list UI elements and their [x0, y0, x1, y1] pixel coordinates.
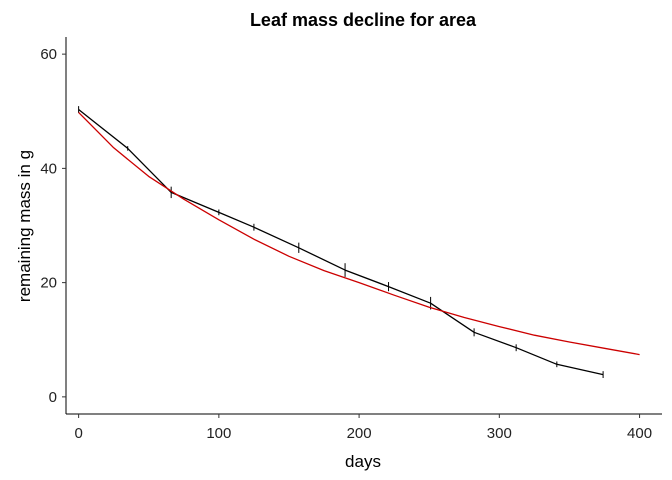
series-line-fitted: [78, 111, 640, 356]
y-tick-label: 40: [40, 160, 57, 177]
y-tick-label: 60: [40, 46, 57, 63]
x-tick-label: 300: [487, 425, 512, 442]
x-tick-label: 100: [206, 425, 231, 442]
y-tick-label: 0: [49, 389, 57, 406]
x-tick-label: 0: [74, 425, 82, 442]
x-tick-label: 400: [627, 425, 652, 442]
chart-title: Leaf mass decline for area: [250, 10, 477, 30]
series-line-observed: [78, 108, 604, 376]
y-axis-label: remaining mass in g: [15, 150, 34, 302]
axes: 0 100 200 300 400 0 20 40 60: [40, 37, 662, 442]
y-tick-label: 20: [40, 275, 57, 292]
plot-area: [78, 106, 640, 379]
x-axis-label: days: [345, 452, 381, 471]
x-tick-label: 200: [347, 425, 372, 442]
